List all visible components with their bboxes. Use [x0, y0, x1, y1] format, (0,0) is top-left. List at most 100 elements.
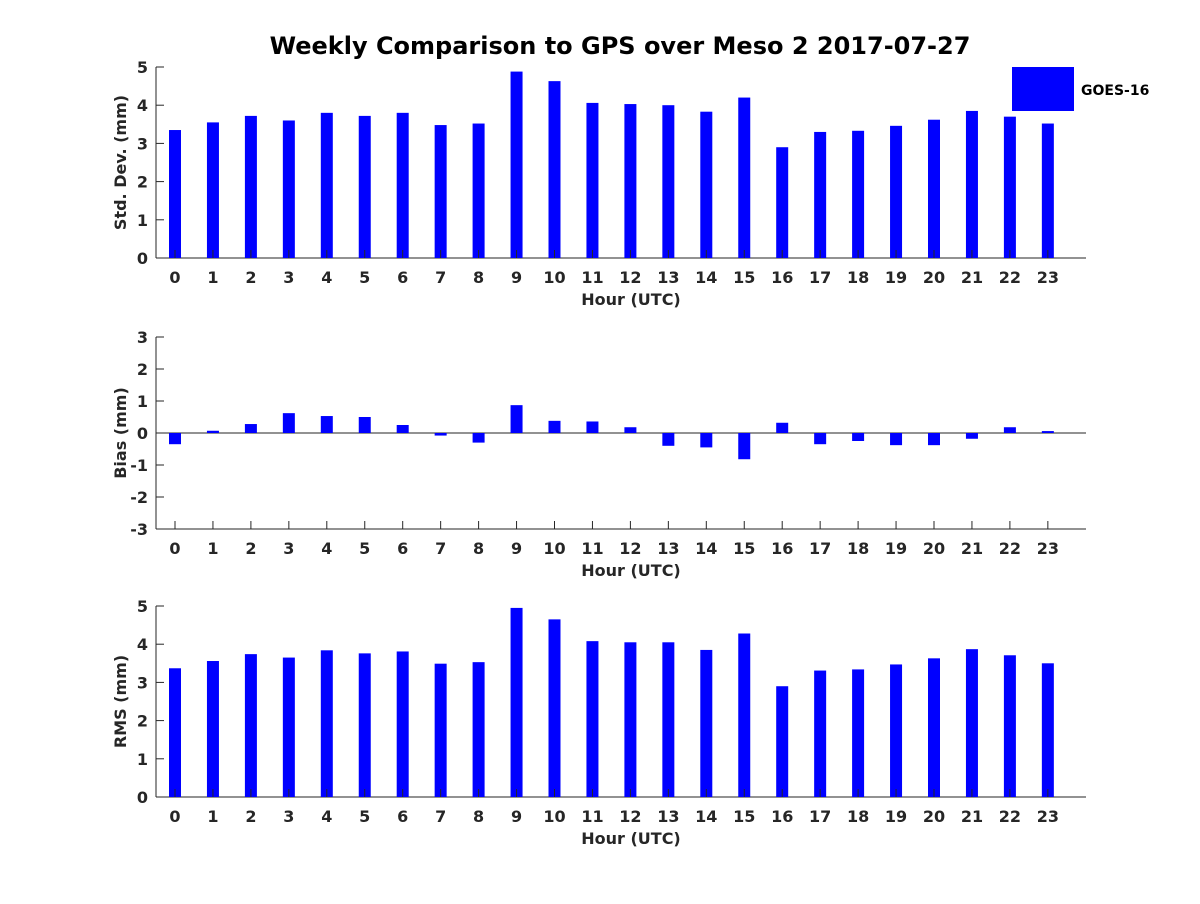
x-tick-label: 12 [619, 268, 641, 287]
x-tick-label: 20 [923, 807, 945, 826]
x-tick-label: 21 [961, 807, 983, 826]
bar-7 [434, 433, 447, 436]
bar-4 [320, 650, 333, 797]
bar-11 [586, 641, 599, 797]
bar-3 [282, 120, 295, 258]
x-tick-label: 8 [473, 539, 484, 558]
bar-21 [965, 110, 978, 259]
x-tick-label: 8 [473, 268, 484, 287]
bar-0 [169, 130, 181, 258]
bar-8 [472, 123, 485, 258]
y-tick-label: -2 [130, 488, 148, 507]
x-tick-label: 13 [657, 807, 679, 826]
x-tick-label: 10 [543, 268, 565, 287]
x-tick-label: 18 [847, 268, 869, 287]
bar-5 [358, 653, 371, 797]
bar-16 [776, 147, 789, 258]
x-tick-label: 0 [169, 268, 180, 287]
y-tick-label: 4 [137, 96, 148, 115]
bar-19 [890, 664, 903, 797]
bar-13 [662, 642, 675, 797]
x-tick-label: 23 [1037, 268, 1059, 287]
bar-3 [282, 413, 295, 433]
y-tick-label: -3 [130, 520, 148, 539]
x-tick-label: 8 [473, 807, 484, 826]
x-tick-label: 18 [847, 539, 869, 558]
bar-12 [624, 427, 637, 433]
x-tick-label: 12 [619, 807, 641, 826]
bar-22 [1003, 655, 1016, 797]
bar-2 [244, 654, 257, 797]
legend: GOES-16 [1012, 67, 1149, 111]
x-tick-label: 9 [511, 268, 522, 287]
x-tick-label: 11 [581, 268, 603, 287]
bar-15 [738, 433, 751, 460]
x-tick-label: 22 [999, 268, 1021, 287]
bar-5 [358, 417, 371, 433]
bar-14 [700, 433, 713, 448]
x-tick-label: 21 [961, 539, 983, 558]
x-tick-label: 2 [245, 268, 256, 287]
bar-1 [206, 122, 219, 258]
bar-1 [206, 430, 219, 433]
x-tick-label: 14 [695, 268, 717, 287]
bar-20 [928, 119, 940, 258]
x-tick-label: 11 [581, 539, 603, 558]
bar-6 [396, 112, 409, 258]
x-tick-label: 2 [245, 539, 256, 558]
x-tick-label: 15 [733, 807, 755, 826]
legend-label: GOES-16 [1081, 83, 1149, 99]
x-tick-label: 20 [923, 539, 945, 558]
y-tick-label: 1 [137, 211, 148, 230]
x-tick-label: 1 [207, 268, 218, 287]
x-tick-label: 3 [283, 539, 294, 558]
bar-18 [852, 433, 865, 441]
bar-6 [396, 425, 409, 433]
x-tick-label: 2 [245, 807, 256, 826]
bar-11 [586, 102, 599, 259]
bar-13 [662, 433, 675, 446]
bar-14 [700, 111, 713, 258]
x-tick-label: 4 [321, 268, 332, 287]
bar-20 [928, 658, 940, 797]
y-tick-label: 3 [137, 134, 148, 153]
x-tick-label: 5 [359, 268, 370, 287]
x-tick-label: 3 [283, 807, 294, 826]
x-tick-label: 22 [999, 807, 1021, 826]
x-axis-label: Hour (UTC) [581, 290, 681, 309]
bar-7 [434, 663, 447, 797]
chart-title: Weekly Comparison to GPS over Meso 2 201… [270, 32, 971, 60]
bar-16 [776, 422, 789, 433]
bar-15 [738, 97, 751, 258]
x-tick-label: 7 [435, 539, 446, 558]
bar-17 [814, 131, 827, 258]
bar-7 [434, 125, 447, 259]
x-tick-label: 6 [397, 807, 408, 826]
bar-2 [244, 115, 257, 259]
x-tick-label: 19 [885, 539, 907, 558]
x-axis-label: Hour (UTC) [581, 561, 681, 580]
x-tick-label: 11 [581, 807, 603, 826]
x-tick-label: 0 [169, 539, 180, 558]
x-tick-label: 19 [885, 268, 907, 287]
x-tick-label: 16 [771, 539, 793, 558]
bar-23 [1041, 431, 1054, 433]
bar-14 [700, 649, 713, 797]
x-tick-label: 13 [657, 539, 679, 558]
x-tick-label: 23 [1037, 539, 1059, 558]
bar-1 [206, 661, 219, 797]
x-tick-label: 6 [397, 268, 408, 287]
x-tick-label: 7 [435, 807, 446, 826]
x-tick-label: 17 [809, 807, 831, 826]
x-tick-label: 15 [733, 268, 755, 287]
bar-22 [1003, 116, 1016, 258]
bar-9 [510, 405, 523, 433]
y-axis-label: RMS (mm) [111, 655, 130, 748]
x-tick-label: 20 [923, 268, 945, 287]
y-tick-label: 2 [137, 360, 148, 379]
x-tick-label: 10 [543, 539, 565, 558]
y-tick-label: 1 [137, 392, 148, 411]
y-axis-label: Bias (mm) [111, 387, 130, 479]
